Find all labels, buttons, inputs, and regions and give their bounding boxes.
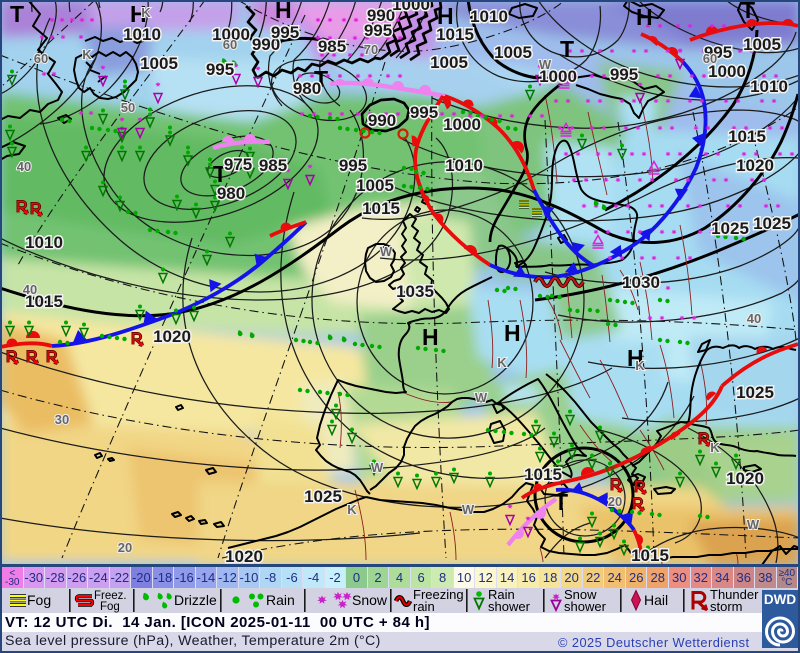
svg-text:1010: 1010 <box>123 25 161 44</box>
svg-text:Drizzle: Drizzle <box>174 592 217 608</box>
svg-text:995: 995 <box>206 60 234 79</box>
svg-text:W: W <box>462 502 475 517</box>
svg-text:1005: 1005 <box>743 35 781 54</box>
svg-text:Fog: Fog <box>100 601 120 613</box>
svg-text:T: T <box>554 489 568 515</box>
svg-text:T: T <box>213 161 227 187</box>
svg-text:20: 20 <box>118 540 132 555</box>
svg-text:1000: 1000 <box>443 115 481 134</box>
svg-text:T: T <box>10 1 24 27</box>
svg-text:K: K <box>497 355 507 370</box>
svg-text:Snow: Snow <box>564 588 597 602</box>
svg-text:995: 995 <box>610 65 638 84</box>
svg-text:1000: 1000 <box>212 25 250 44</box>
svg-text:1030: 1030 <box>622 273 660 292</box>
svg-text:1010: 1010 <box>750 77 788 96</box>
svg-text:60: 60 <box>703 51 717 66</box>
svg-text:shower: shower <box>564 599 607 613</box>
svg-text:1000: 1000 <box>392 0 430 14</box>
svg-text:Freezing: Freezing <box>413 588 464 602</box>
svg-text:1025: 1025 <box>736 383 774 402</box>
svg-text:1035: 1035 <box>396 282 434 301</box>
svg-text:1015: 1015 <box>362 199 400 218</box>
svg-text:shower: shower <box>488 599 531 613</box>
svg-text:K: K <box>347 502 357 517</box>
svg-text:1015: 1015 <box>631 546 669 565</box>
svg-text:980: 980 <box>217 184 245 203</box>
svg-text:DWD: DWD <box>764 592 796 607</box>
svg-text:T: T <box>741 0 755 23</box>
svg-text:1025: 1025 <box>753 214 791 233</box>
svg-text:1020: 1020 <box>153 327 191 346</box>
svg-text:1015: 1015 <box>436 25 474 44</box>
svg-text:H: H <box>504 320 521 346</box>
svg-text:Hail: Hail <box>644 592 668 608</box>
svg-text:Rain: Rain <box>266 592 295 608</box>
svg-text:K: K <box>141 5 151 20</box>
svg-text:W: W <box>371 460 384 475</box>
svg-text:K: K <box>82 47 92 62</box>
svg-text:H: H <box>627 345 644 371</box>
svg-text:Rain: Rain <box>488 588 515 602</box>
svg-text:1005: 1005 <box>356 176 394 195</box>
svg-text:1015: 1015 <box>728 127 766 146</box>
svg-text:1020: 1020 <box>736 156 774 175</box>
svg-text:975: 975 <box>224 155 252 174</box>
svg-text:1000: 1000 <box>708 62 746 81</box>
svg-text:1015: 1015 <box>25 292 63 311</box>
svg-text:1010: 1010 <box>470 7 508 26</box>
svg-text:995: 995 <box>704 43 732 62</box>
svg-text:990: 990 <box>367 6 395 25</box>
svg-text:W: W <box>539 57 552 72</box>
svg-text:Snow: Snow <box>352 592 388 608</box>
svg-text:70: 70 <box>364 42 378 57</box>
svg-text:K: K <box>635 358 645 373</box>
svg-text:990: 990 <box>252 35 280 54</box>
svg-text:H: H <box>130 1 147 27</box>
svg-text:K: K <box>710 440 720 455</box>
svg-text:985: 985 <box>318 37 346 56</box>
svg-text:995: 995 <box>271 23 299 42</box>
svg-text:995: 995 <box>410 103 438 122</box>
svg-text:1010: 1010 <box>445 156 483 175</box>
svg-text:storm: storm <box>710 599 743 613</box>
svg-text:40: 40 <box>23 282 37 297</box>
svg-text:980: 980 <box>293 79 321 98</box>
svg-text:40: 40 <box>17 159 31 174</box>
svg-text:1010: 1010 <box>25 233 63 252</box>
svg-text:T: T <box>314 66 328 92</box>
svg-text:40: 40 <box>747 311 761 326</box>
svg-text:50: 50 <box>121 100 135 115</box>
svg-text:T: T <box>560 36 574 62</box>
svg-text:W: W <box>475 390 488 405</box>
svg-text:1025: 1025 <box>304 487 342 506</box>
svg-text:1000: 1000 <box>539 67 577 86</box>
svg-text:Freez.: Freez. <box>94 590 127 602</box>
svg-text:1020: 1020 <box>225 547 263 565</box>
svg-text:30: 30 <box>55 412 69 427</box>
svg-text:H: H <box>275 0 292 23</box>
svg-text:1005: 1005 <box>430 53 468 72</box>
svg-text:rain: rain <box>413 599 435 613</box>
svg-text:W: W <box>380 244 393 259</box>
svg-text:1015: 1015 <box>524 465 562 484</box>
svg-text:H: H <box>422 324 439 350</box>
svg-text:1005: 1005 <box>140 54 178 73</box>
svg-text:60: 60 <box>223 37 237 52</box>
svg-text:Fog: Fog <box>27 592 51 608</box>
svg-text:995: 995 <box>364 21 392 40</box>
svg-text:1005: 1005 <box>494 43 532 62</box>
svg-text:1025: 1025 <box>711 219 749 238</box>
svg-text:1020: 1020 <box>726 469 764 488</box>
svg-text:995: 995 <box>339 156 367 175</box>
svg-text:H: H <box>636 4 653 30</box>
svg-text:H: H <box>437 3 454 29</box>
svg-text:985: 985 <box>259 156 287 175</box>
svg-text:W: W <box>747 517 760 532</box>
svg-text:20: 20 <box>608 494 622 509</box>
svg-text:60: 60 <box>34 51 48 66</box>
svg-text:990: 990 <box>368 111 396 130</box>
svg-text:Thunder: Thunder <box>710 588 759 602</box>
